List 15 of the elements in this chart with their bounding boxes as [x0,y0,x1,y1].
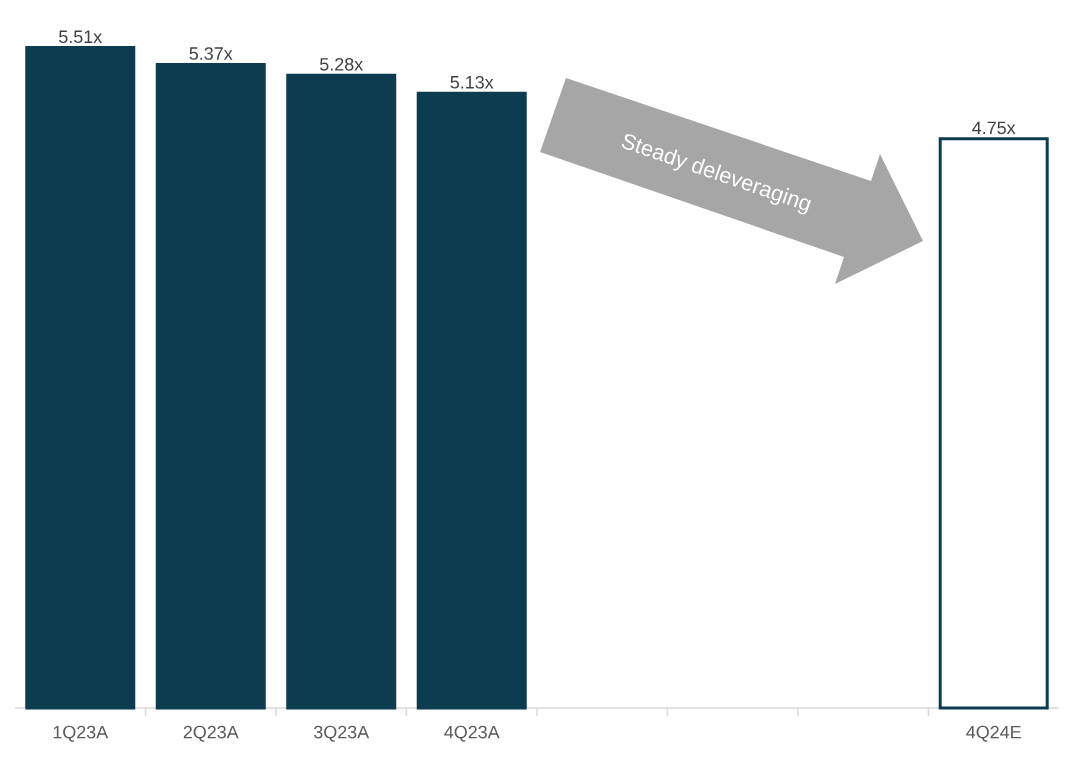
bar [938,137,1049,710]
x-tick-label: 2Q23A [183,725,239,742]
bar [416,91,527,710]
bar [155,62,266,710]
x-tick-label: 4Q23A [444,725,500,742]
x-tick-label: 1Q23A [53,725,109,742]
data-label: 5.37x [189,47,233,60]
bar [25,46,136,710]
bar [286,73,397,710]
data-label: 5.51x [59,30,102,44]
data-label: 5.13x [450,75,494,89]
x-tick-label: 3Q23A [314,725,370,742]
x-tick-label: 4Q24E [966,725,1021,742]
data-label: 4.75x [972,121,1016,135]
data-label: 5.28x [320,57,363,71]
